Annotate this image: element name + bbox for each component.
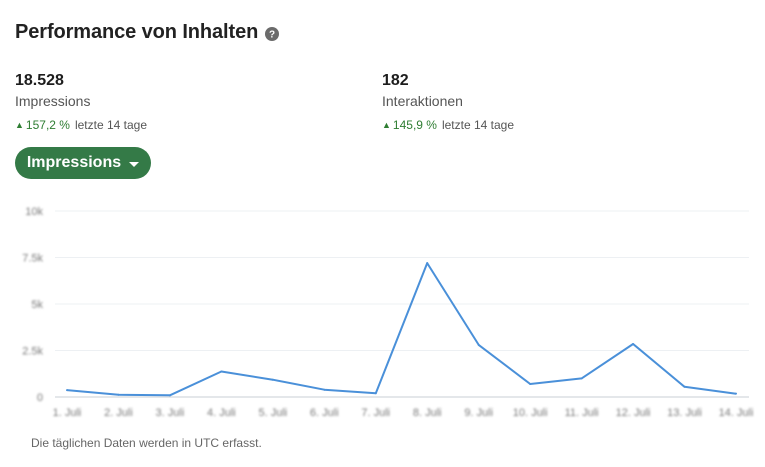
x-tick-label: 7. Juli	[361, 407, 390, 419]
svg-text:?: ?	[269, 29, 275, 40]
y-tick-label: 10k	[25, 206, 43, 218]
x-tick-label: 9. Juli	[464, 407, 493, 419]
metric-value: 18.528	[15, 72, 64, 89]
metric-change: ▲ 157,2 % letzte 14 tage	[15, 118, 147, 132]
x-tick-label: 4. Juli	[207, 407, 236, 419]
metric-impressions: 18.528 Impressions ▲ 157,2 % letzte 14 t…	[15, 72, 147, 132]
metric-label: Interaktionen	[382, 93, 463, 109]
impressions-series-line	[66, 262, 737, 397]
data-point	[66, 389, 68, 392]
footnote: Die täglichen Daten werden in UTC erfass…	[31, 436, 262, 450]
metric-change-period: letzte 14 tage	[74, 118, 148, 132]
metric-value: 182	[382, 72, 409, 89]
data-point	[271, 378, 274, 381]
data-point	[220, 370, 223, 373]
x-tick-label: 10. Juli	[513, 407, 548, 419]
data-point	[323, 388, 326, 391]
y-tick-label: 0	[37, 392, 43, 404]
section-title: Performance von Inhalten ?	[15, 21, 280, 44]
data-point	[477, 343, 480, 346]
x-tick-label: 3. Juli	[156, 407, 185, 419]
caret-down-icon	[129, 161, 140, 167]
x-tick-label: 12. Juli	[616, 407, 651, 419]
y-tick-label: 7.5k	[22, 253, 43, 265]
data-point	[117, 393, 120, 396]
metric-interactions: 182 Interaktionen ▲ 145,9 % letzte 14 ta…	[382, 72, 514, 132]
x-tick-label: 5. Juli	[258, 407, 287, 419]
metric-change-period: letzte 14 tage	[441, 118, 515, 132]
metric-change: ▲ 145,9 % letzte 14 tage	[382, 118, 514, 132]
trend-up-icon: ▲	[382, 120, 391, 130]
y-tick-label: 2.5k	[22, 346, 43, 358]
data-point	[426, 262, 429, 265]
section-title-text: Performance von Inhalten	[15, 21, 259, 43]
x-tick-label: 11. Juli	[565, 407, 599, 419]
x-tick-label: 6. Juli	[310, 407, 339, 419]
data-point	[168, 394, 171, 397]
x-tick-label: 13. Juli	[667, 407, 702, 419]
x-tick-label: 2. Juli	[104, 407, 133, 419]
metric-change-percent: 157,2 %	[25, 118, 70, 132]
x-tick-label: 14. Juli	[719, 407, 754, 419]
metric-label: Impressions	[15, 93, 91, 109]
data-point	[580, 377, 583, 380]
dropdown-label: Impressions	[26, 154, 122, 171]
question-circle-icon[interactable]: ?	[265, 26, 280, 41]
data-point	[374, 392, 377, 395]
x-tick-label: 8. Juli	[413, 407, 442, 419]
chart-axis-labels: 0 2.5k 5k 7.5k 10k 1. Juli 2. Juli 3. Juli 4. Ju…	[22, 206, 753, 419]
data-point	[529, 382, 532, 385]
trend-up-icon: ▲	[15, 120, 24, 130]
data-point	[735, 392, 737, 395]
data-point	[683, 385, 686, 388]
data-point	[632, 342, 635, 345]
x-tick-label: 1. Juli	[53, 407, 82, 419]
metric-dropdown-button[interactable]: Impressions	[15, 147, 151, 179]
metric-change-percent: 145,9 %	[392, 118, 437, 132]
impressions-line-chart: 0 2.5k 5k 7.5k 10k 1. Juli 2. Juli 3. Juli 4. Ju…	[22, 206, 753, 419]
y-tick-label: 5k	[31, 299, 43, 311]
